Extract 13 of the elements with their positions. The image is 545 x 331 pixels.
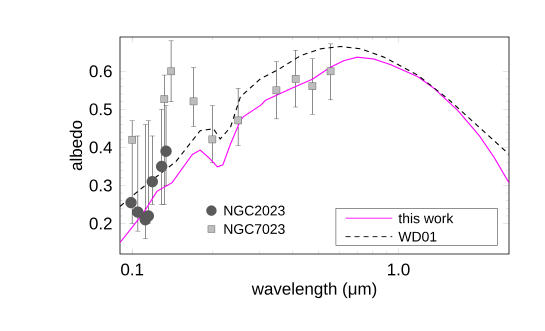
y-tick-label: 0.5 — [90, 103, 112, 116]
y-tick-label: 0.4 — [90, 141, 112, 154]
y-tick-label: 0.3 — [90, 179, 112, 192]
y-axis-title: albedo — [70, 120, 82, 170]
y-tick-label: 0.2 — [90, 218, 112, 230]
legend-label: NGC7023 — [224, 224, 285, 234]
legend-label: WD01 — [398, 232, 436, 242]
legend-label: NGC2023 — [224, 206, 285, 216]
x-tick-label: 1.0 — [388, 263, 410, 276]
y-tick-label: 0.6 — [90, 65, 112, 78]
x-tick-label: 0.1 — [121, 263, 144, 276]
legend-label: this work — [398, 213, 454, 224]
x-axis-title: wavelength (μm) — [252, 282, 376, 298]
